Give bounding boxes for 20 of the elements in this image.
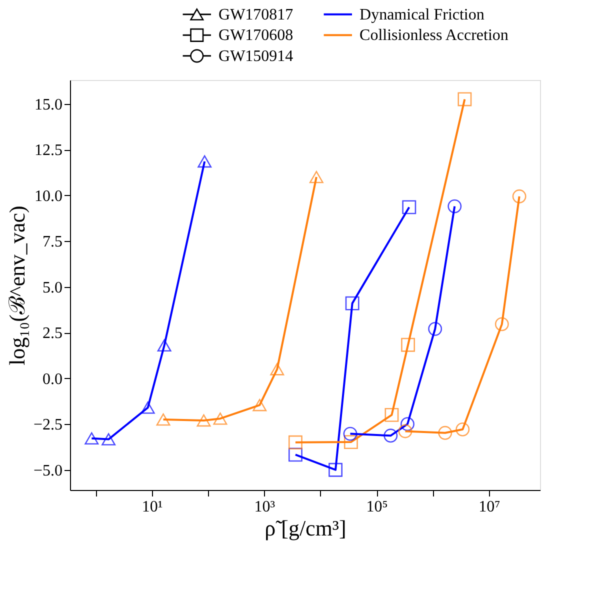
text: GW150914 xyxy=(218,48,294,65)
y-tick-label: −5.0 xyxy=(33,462,62,480)
x-axis-title: ρ̃ [g/cm³] xyxy=(264,516,346,540)
y-tick-label: 12.5 xyxy=(34,142,62,160)
y-tick-label: 0.0 xyxy=(42,370,62,388)
y-tick-label: 5.0 xyxy=(42,279,62,296)
x-tick-label: 10⁷ xyxy=(478,498,500,516)
y-tick-label: −2.5 xyxy=(33,416,62,434)
y-axis-title: log₁₀(ℬ^env_vac) xyxy=(4,206,30,366)
y-tick-label: 10.0 xyxy=(34,188,62,205)
text: GW170817 xyxy=(218,6,294,24)
y-tick-label: 15.0 xyxy=(34,96,62,114)
x-tick-label: 10³ xyxy=(254,498,276,516)
y-tick-label: 2.5 xyxy=(42,325,62,342)
text: GW170608 xyxy=(218,27,294,44)
text: Collisionless Accretion xyxy=(360,27,508,44)
y-tick-label: 7.5 xyxy=(42,234,62,251)
x-tick-label: 10¹ xyxy=(142,498,163,516)
x-tick-label: 10⁵ xyxy=(366,498,388,516)
text: Dynamical Friction xyxy=(360,6,484,24)
